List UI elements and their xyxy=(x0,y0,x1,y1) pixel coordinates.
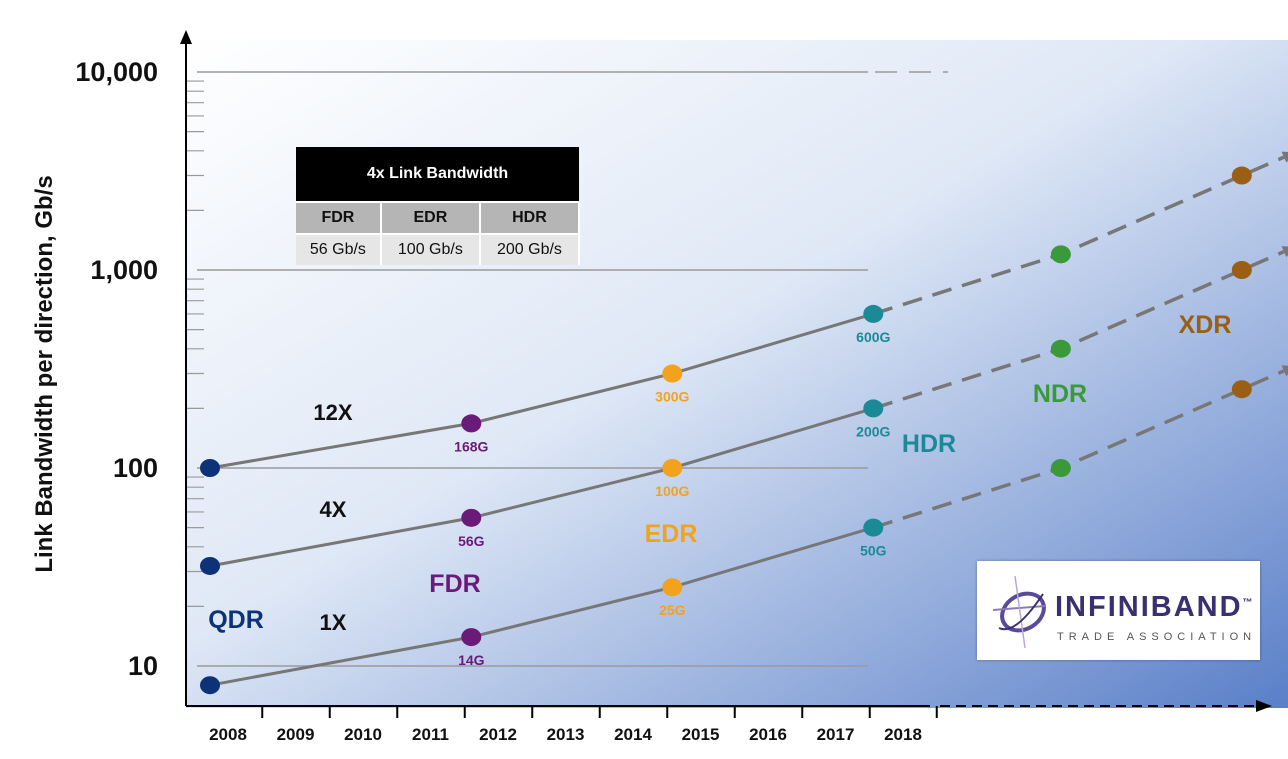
data-label: 50G xyxy=(860,543,887,559)
x-axis-arrow-icon xyxy=(1256,700,1272,712)
table-header-edr: EDR xyxy=(380,201,481,234)
series-projection-4X xyxy=(872,250,1285,411)
data-point-4X xyxy=(200,556,220,575)
generation-label-XDR: XDR xyxy=(1179,311,1232,339)
y-tick-label: 100 xyxy=(113,453,158,483)
x-tick-label: 2017 xyxy=(817,725,855,744)
axis-layer: 10 100 1,000 10,000 2008 2009 2010 2011 2012 2013… xyxy=(31,30,1272,744)
x-tick-label: 2018 xyxy=(884,725,922,744)
data-point-12X xyxy=(662,364,683,383)
data-point-1X xyxy=(1050,459,1071,477)
x-tick-label: 2009 xyxy=(277,725,315,744)
data-point-4X xyxy=(662,459,683,477)
series-line-12X xyxy=(209,312,874,470)
y-tick-label: 10,000 xyxy=(75,57,158,87)
series-projection-1X xyxy=(872,369,1285,530)
data-point-12X xyxy=(863,304,884,323)
data-point-4X xyxy=(461,508,482,527)
generation-label-FDR: FDR xyxy=(429,570,480,598)
generation-label-NDR: NDR xyxy=(1033,380,1087,408)
table-header-hdr: HDR xyxy=(479,201,581,234)
x-tick-label: 2010 xyxy=(344,725,382,744)
logo-subtitle: TRADE ASSOCIATION xyxy=(1057,631,1257,643)
data-point-1X xyxy=(1231,380,1252,399)
x-tick-label: 2015 xyxy=(682,725,720,744)
data-label: 168G xyxy=(454,438,488,454)
data-point-12X xyxy=(200,459,220,477)
x-tick-label: 2013 xyxy=(547,725,585,744)
data-point-12X xyxy=(461,414,482,433)
infiniband-logo-mark-icon xyxy=(992,575,1046,649)
table-value-fdr: 56 Gb/s xyxy=(296,233,382,265)
data-label: 25G xyxy=(659,602,686,618)
data-point-1X xyxy=(662,578,683,597)
data-point-4X xyxy=(863,399,884,418)
data-point-1X xyxy=(200,676,220,695)
data-label: 100G xyxy=(655,483,689,499)
logo-tm: ™ xyxy=(1242,597,1255,609)
x-tick-label: 2014 xyxy=(614,725,652,744)
x-tick-label: 2011 xyxy=(412,725,449,744)
table-header-fdr: FDR xyxy=(296,201,382,234)
logo-brand-text: INFINIBAND™ xyxy=(1055,591,1255,623)
series-label-1X: 1X xyxy=(320,610,347,635)
series-line-1X xyxy=(209,526,874,687)
data-label: 56G xyxy=(458,533,485,549)
generation-label-EDR: EDR xyxy=(645,520,698,548)
label-layer: 168G 300G 600G 12X 56G 100G 200G 4X 14G 25G 50G 1X Q… xyxy=(208,311,1231,668)
series-label-4X: 4X xyxy=(320,497,347,522)
series-projection-12X xyxy=(872,155,1285,316)
data-label: 200G xyxy=(856,423,890,439)
table-title: 4x Link Bandwidth xyxy=(296,147,579,202)
data-point-4X xyxy=(1050,339,1071,358)
series-line-4X xyxy=(209,406,874,568)
x-tick-label: 2008 xyxy=(209,725,247,744)
table-value-hdr: 200 Gb/s xyxy=(479,233,581,265)
table-value-edr: 100 Gb/s xyxy=(380,233,481,265)
y-tick-label: 1,000 xyxy=(90,255,158,285)
series-arrow-icon xyxy=(1281,246,1288,258)
x-tick-label: 2016 xyxy=(749,725,787,744)
data-point-12X xyxy=(1050,245,1071,264)
data-point-1X xyxy=(461,628,482,647)
x-tick-label: 2012 xyxy=(479,725,517,744)
generation-label-HDR: HDR xyxy=(902,430,956,458)
data-label: 300G xyxy=(655,389,689,405)
series-arrow-icon xyxy=(1281,365,1288,377)
y-axis-arrow-icon xyxy=(180,30,192,44)
data-point-1X xyxy=(863,518,884,537)
bandwidth-table: 4x Link Bandwidth FDR EDR HDR 56 Gb/s 10… xyxy=(296,147,581,265)
data-label: 14G xyxy=(458,652,485,668)
data-label: 600G xyxy=(856,329,890,345)
y-tick-label: 10 xyxy=(128,651,158,681)
y-axis-title: Link Bandwidth per direction, Gb/s xyxy=(31,175,58,572)
series-label-12X: 12X xyxy=(313,400,352,425)
generation-label-QDR: QDR xyxy=(208,606,264,634)
series-arrow-icon xyxy=(1281,151,1288,163)
infiniband-logo: INFINIBAND™ TRADE ASSOCIATION xyxy=(977,561,1260,660)
data-point-12X xyxy=(1231,166,1252,185)
series-layer xyxy=(200,151,1288,695)
data-point-4X xyxy=(1231,261,1252,279)
